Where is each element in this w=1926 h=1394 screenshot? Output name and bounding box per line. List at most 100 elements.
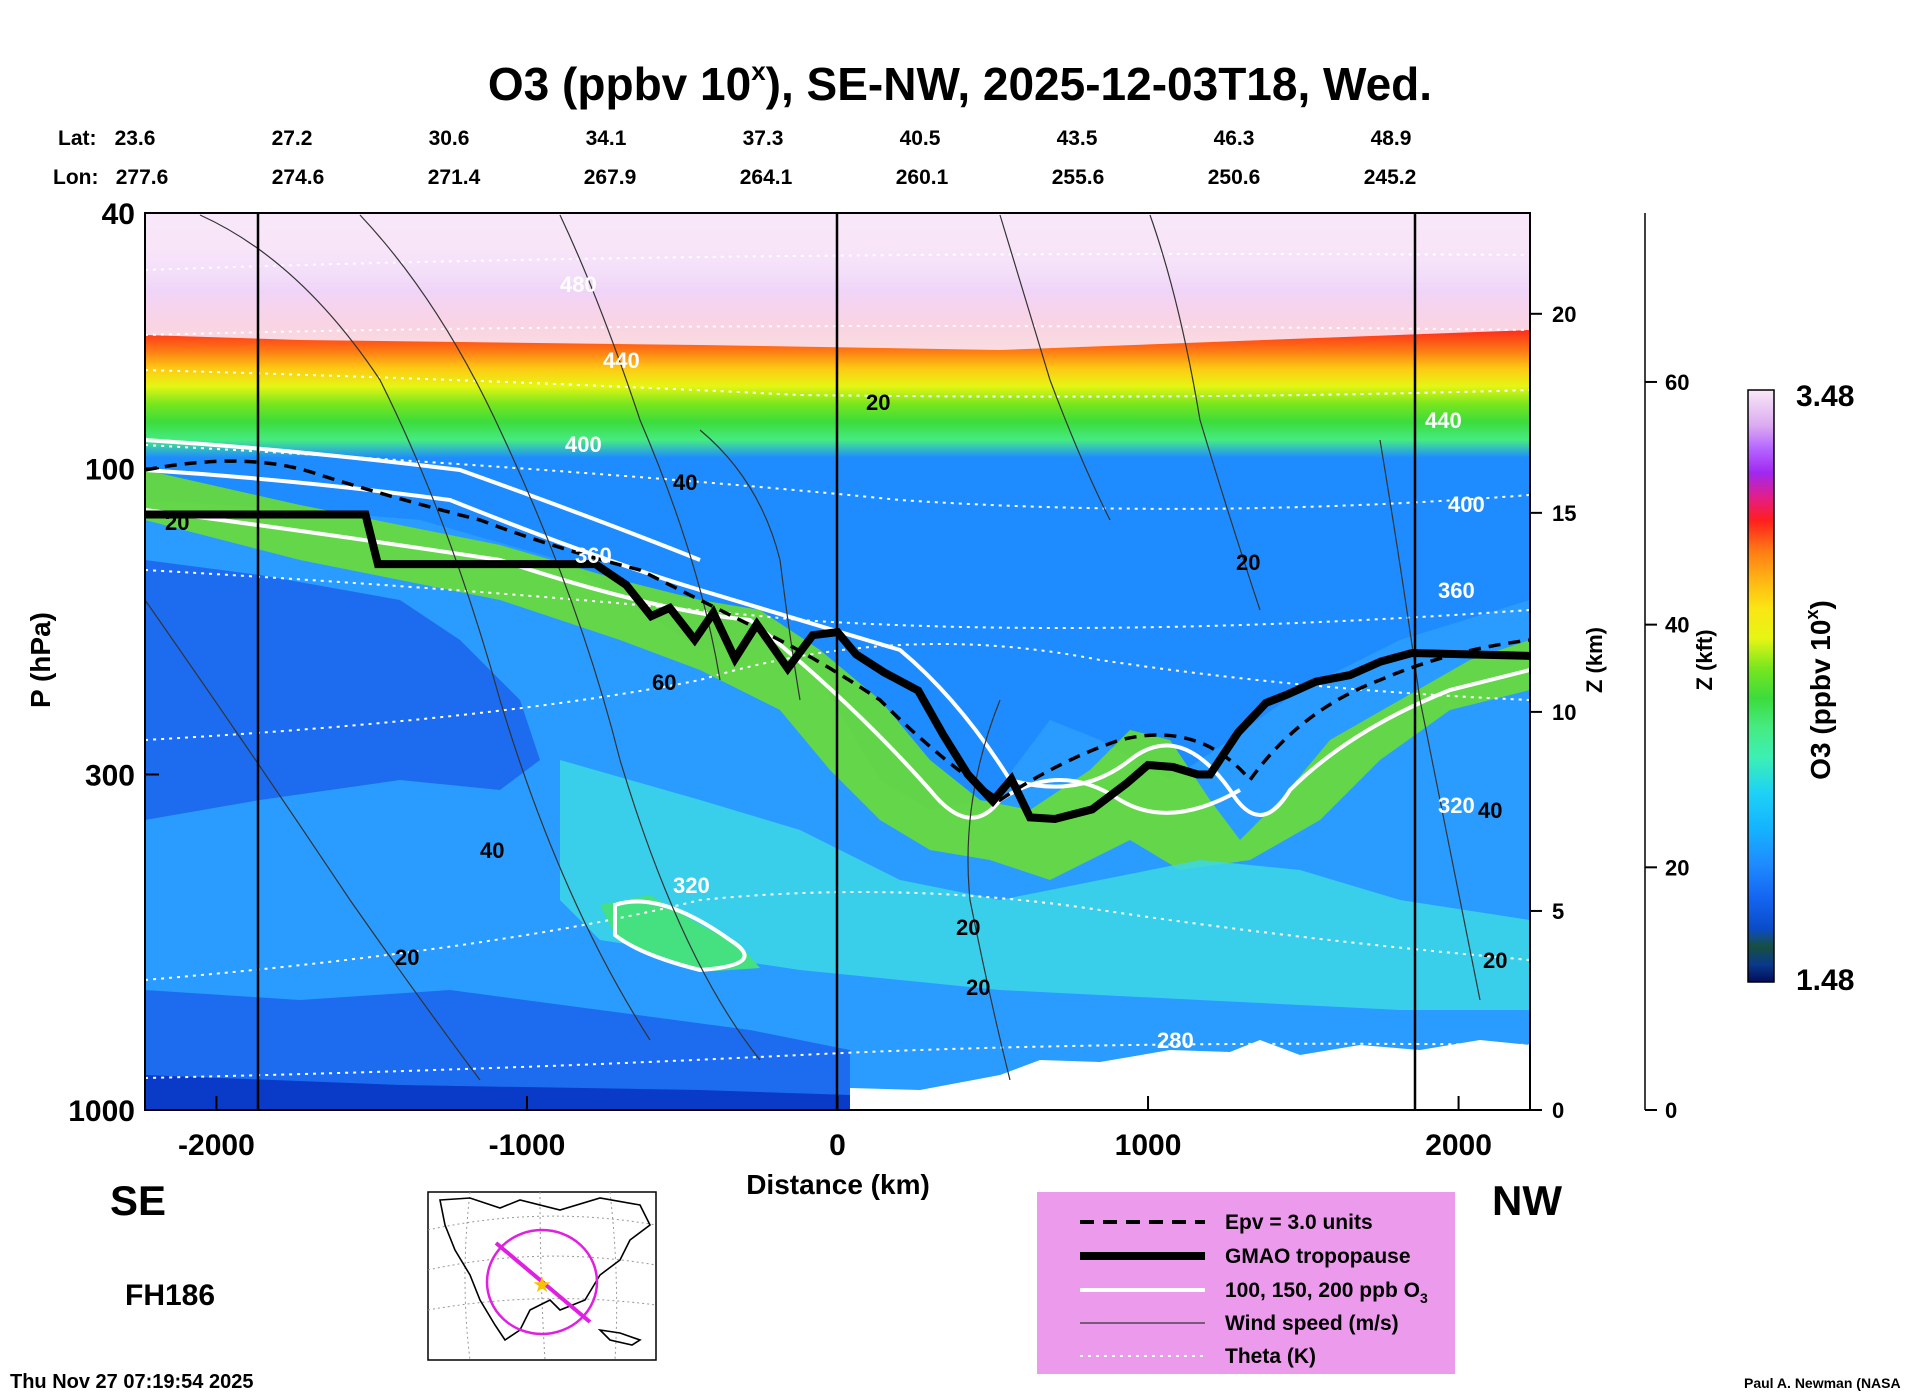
lat-value: 48.9 — [1371, 127, 1412, 150]
theta-label-360-right: 360 — [1438, 578, 1475, 603]
legend-item-wind: Wind speed (m/s) — [1225, 1312, 1399, 1335]
theta-label-280: 280 — [1157, 1028, 1194, 1053]
colorbar-min-label: 1.48 — [1796, 964, 1854, 997]
colorbar-max-label: 3.48 — [1796, 380, 1854, 413]
y-tick-label: 100 — [85, 453, 135, 486]
wind-label-60: 60 — [652, 670, 676, 695]
region-se: SE — [110, 1177, 166, 1224]
credit: Paul A. Newman (NASA — [1744, 1375, 1901, 1391]
wind-label-20-f: 20 — [1483, 948, 1507, 973]
wind-label-20-d: 20 — [966, 975, 990, 1000]
gmao-tropopause-line — [145, 510, 1530, 824]
theta-label-320-right: 320 — [1438, 793, 1475, 818]
lat-lon-row: 23.6 27.2 30.6 34.1 37.3 40.5 43.5 46.3 48.9 277.… — [115, 127, 1417, 189]
ozone-mid-cyan — [560, 760, 1530, 1010]
ozone-deep-blue-strip — [145, 1075, 850, 1110]
y-tick-label: 300 — [85, 759, 135, 792]
theta-label-440: 440 — [603, 348, 640, 373]
legend-item-epv: Epv = 3.0 units — [1225, 1211, 1373, 1234]
lat-value: 23.6 — [115, 127, 156, 150]
z-kft-axis: 0 20 40 60 — [1644, 213, 1689, 1123]
epv-contours — [145, 459, 1530, 803]
lon-value: 255.6 — [1052, 166, 1105, 189]
forecast-hour: FH186 — [125, 1279, 215, 1312]
continent-outline — [439, 1197, 652, 1346]
lat-value: 30.6 — [429, 127, 470, 150]
lat-label: Lat: — [58, 127, 97, 150]
lat-value: 46.3 — [1214, 127, 1255, 150]
lat-value: 27.2 — [272, 127, 313, 150]
wind-label-20-a: 20 — [866, 390, 890, 415]
region-nw: NW — [1492, 1177, 1562, 1224]
chart-title: O3 (ppbv 10x), SE-NW, 2025-12-03T18, Wed… — [488, 56, 1432, 110]
x-tick-label: -1000 — [489, 1129, 566, 1162]
x-tick-label: 2000 — [1425, 1129, 1492, 1162]
lat-value: 43.5 — [1057, 127, 1098, 150]
inset-circle — [485, 1228, 599, 1336]
ozone-low-patch-left — [145, 560, 540, 820]
theta-label-440-right: 440 — [1425, 408, 1462, 433]
ozone-200ppb-contours — [145, 438, 1530, 973]
theta-label-400: 400 — [565, 432, 602, 457]
z-kft-tick-label: 60 — [1665, 370, 1689, 395]
lon-value: 271.4 — [428, 166, 481, 189]
timestamp: Thu Nov 27 07:19:54 2025 — [10, 1371, 253, 1393]
z-kft-tick-label: 20 — [1665, 855, 1689, 880]
lon-value: 277.6 — [116, 166, 169, 189]
legend-item-tropopause: GMAO tropopause — [1225, 1245, 1411, 1268]
theta-label-400-right: 400 — [1448, 492, 1485, 517]
wind-label-20-g: 20 — [165, 510, 189, 535]
theta-label-480: 480 — [560, 272, 597, 297]
contour-labels: 480 440 400 360 320 280 320 360 400 440 … — [165, 272, 1507, 1053]
lat-value: 34.1 — [586, 127, 627, 150]
legend-item-ozone: 100, 150, 200 ppb O3 — [1225, 1279, 1428, 1306]
y-tick-label: 40 — [102, 198, 135, 231]
x-axis-label: Distance (km) — [746, 1169, 930, 1200]
lat-value: 37.3 — [743, 127, 784, 150]
ozone-green-blob — [600, 895, 760, 972]
ozone-field: 480 440 400 360 320 280 320 360 400 440 … — [145, 213, 1530, 1110]
theta-label-360: 360 — [575, 543, 612, 568]
wind-label-20-b: 20 — [395, 945, 419, 970]
lat-value: 40.5 — [900, 127, 941, 150]
lon-label: Lon: — [53, 166, 98, 189]
lon-value: 250.6 — [1208, 166, 1261, 189]
theta-label-320: 320 — [673, 873, 710, 898]
y-axis-pressure: 40 100 300 1000 — [68, 198, 159, 1128]
z-kft-tick-label: 0 — [1665, 1098, 1677, 1123]
x-tick-label: -2000 — [178, 1129, 255, 1162]
inset-transect — [494, 1241, 592, 1324]
legend: Epv = 3.0 units GMAO tropopause 100, 150… — [1037, 1192, 1455, 1374]
reference-vertical-lines — [256, 213, 1417, 1110]
z-km-tick-label: 0 — [1552, 1098, 1564, 1123]
y-tick-label: 1000 — [68, 1095, 135, 1128]
z-km-tick-label: 5 — [1552, 899, 1564, 924]
z-km-tick-label: 10 — [1552, 700, 1576, 725]
inset-map: ★ — [427, 1191, 657, 1361]
z-kft-tick-label: 40 — [1665, 613, 1689, 638]
ozone-low-patch-bottom — [145, 990, 850, 1110]
x-tick-label: 0 — [829, 1129, 846, 1162]
z-km-axis-label: Z (km) — [1582, 627, 1607, 693]
lon-value: 274.6 — [272, 166, 325, 189]
wind-label-20-c: 20 — [956, 915, 980, 940]
z-kft-axis-label: Z (kft) — [1692, 629, 1717, 690]
legend-item-theta: Theta (K) — [1225, 1345, 1316, 1368]
colorbar — [1747, 389, 1775, 983]
colorbar-label: O3 (ppbv 10x) — [1802, 600, 1836, 780]
lon-value: 260.1 — [896, 166, 949, 189]
x-axis: -2000 -1000 0 1000 2000 — [178, 1096, 1492, 1162]
lon-value: 245.2 — [1364, 166, 1417, 189]
wind-label-40-a: 40 — [673, 470, 697, 495]
wind-label-40-c: 40 — [1478, 798, 1502, 823]
lon-value: 264.1 — [740, 166, 793, 189]
z-km-tick-label: 15 — [1552, 501, 1576, 526]
z-km-axis: 0 5 10 15 20 — [1529, 213, 1576, 1123]
x-tick-label: 1000 — [1115, 1129, 1182, 1162]
wind-label-20-e: 20 — [1236, 550, 1260, 575]
z-km-tick-label: 20 — [1552, 302, 1576, 327]
terrain-mask — [850, 1040, 1530, 1110]
lon-value: 267.9 — [584, 166, 637, 189]
wind-label-40-b: 40 — [480, 838, 504, 863]
